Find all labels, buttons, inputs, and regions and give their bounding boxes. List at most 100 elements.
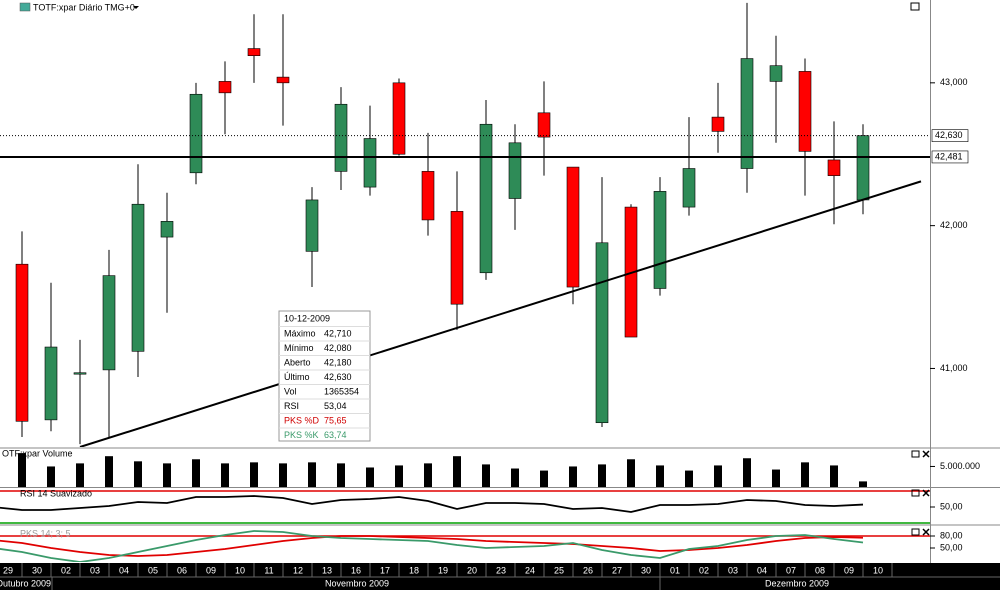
pane-title[interactable]: OTF:xpar Volume	[2, 448, 73, 458]
date-labels: 29 30 02 03 04 05 06 09 10 11 12 13 16 17 18 19 20 23 24 25…	[3, 563, 893, 577]
price-label-box	[931, 129, 969, 142]
volume-bar	[743, 458, 751, 487]
volume-bar	[598, 464, 606, 487]
candle-body	[856, 135, 870, 201]
pane-title[interactable]: RSI 14 Suavizado	[20, 488, 92, 498]
date-label: 08	[815, 565, 825, 575]
pane-title[interactable]: PKS 14; 3; 5	[20, 528, 71, 538]
tooltip-label: PKS %D	[284, 415, 320, 425]
close-button[interactable]	[922, 450, 930, 458]
volume-bar	[714, 465, 722, 487]
indicator-line	[0, 535, 864, 557]
candle-body	[653, 191, 667, 289]
volume-bar	[337, 463, 345, 487]
volume-bar	[192, 459, 200, 487]
date-label: 02	[61, 565, 71, 575]
candle-body	[421, 171, 435, 221]
tooltip-label: RSI	[284, 401, 299, 411]
indicator-line	[0, 495, 864, 513]
volume-bar	[424, 463, 432, 487]
date-label: 01	[670, 565, 680, 575]
close-button[interactable]	[922, 489, 930, 497]
volume-bar	[627, 459, 635, 487]
date-label: 10	[235, 565, 245, 575]
tooltip-value: 53,04	[324, 401, 347, 411]
date-label: 11	[264, 565, 273, 575]
volume-bar	[221, 463, 229, 487]
volume-bar	[105, 456, 113, 487]
date-label: 03	[728, 565, 738, 575]
month-label: Outubro 2009	[0, 578, 51, 588]
trendline	[79, 180, 922, 447]
volume-bar	[366, 467, 374, 487]
y-tick-label: 50,00	[940, 501, 963, 511]
volume-bar	[859, 481, 867, 487]
date-label: 12	[293, 565, 303, 575]
candle-body	[508, 142, 522, 199]
tooltip-value: 75,65	[324, 415, 347, 425]
y-tick-label: 50,00	[940, 542, 963, 552]
maximize-button[interactable]	[911, 450, 920, 458]
candle-body	[392, 82, 406, 155]
candle-body	[44, 346, 58, 421]
tooltip-label: PKS %K	[284, 430, 319, 440]
candle-body	[682, 168, 696, 208]
tooltip-label: Máximo	[284, 328, 316, 338]
close-button[interactable]	[922, 528, 930, 536]
date-label: 26	[583, 565, 593, 575]
volume-bar	[134, 461, 142, 487]
candle-body	[305, 199, 319, 252]
date-label: 04	[757, 565, 767, 575]
date-label: 27	[612, 565, 622, 575]
tooltip-value: 42,180	[324, 357, 352, 367]
title-dropdown[interactable]	[133, 6, 139, 9]
maximize-button[interactable]	[911, 489, 920, 497]
candle-body	[247, 48, 261, 56]
date-label: 24	[525, 565, 535, 575]
date-label: 18	[409, 565, 419, 575]
tooltip-label: Último	[284, 372, 310, 382]
pane	[0, 490, 930, 524]
candle-body	[334, 103, 348, 172]
candle-body	[711, 116, 725, 132]
date-label: 30	[641, 565, 651, 575]
date-label: 20	[467, 565, 477, 575]
candle-body	[827, 159, 841, 176]
candle-body	[769, 65, 783, 82]
date-label: 07	[786, 565, 796, 575]
maximize-button[interactable]	[910, 2, 920, 11]
chart-title[interactable]: TOTF:xpar Diário TMG+0	[33, 2, 135, 12]
date-label: 30	[32, 565, 42, 575]
tooltip-date: 10-12-2009	[284, 313, 330, 323]
tooltip-value: 63,74	[324, 430, 347, 440]
candle-body	[102, 275, 116, 371]
tooltip-value: 42,630	[324, 372, 352, 382]
date-label: 16	[351, 565, 361, 575]
y-tick-label: 41,000	[940, 363, 968, 373]
volume-bar	[830, 465, 838, 487]
volume-bar	[656, 465, 664, 487]
date-label: 02	[699, 565, 709, 575]
maximize-button[interactable]	[911, 528, 920, 536]
candle-body	[798, 71, 812, 152]
price-label-box	[931, 150, 969, 164]
y-tick-label: 5.000.000	[940, 461, 980, 471]
volume-bar	[482, 464, 490, 487]
date-label: 19	[438, 565, 448, 575]
date-label: 06	[177, 565, 187, 575]
y-tick-label: 80,00	[940, 530, 963, 540]
volume-bar	[279, 463, 287, 487]
volume-bar	[453, 456, 461, 487]
y-tick-label: 42,000	[940, 220, 968, 230]
candle-body	[740, 58, 754, 169]
tooltip-value: 1365354	[324, 386, 359, 396]
tooltip: 10-12-2009 Máximo 42,710 Mínimo 42,080 Abert…	[278, 310, 371, 442]
volume-bar	[540, 470, 548, 487]
tooltip-label: Mínimo	[284, 343, 314, 353]
pane	[0, 530, 930, 562]
candle-body	[566, 166, 580, 288]
volume-bar	[801, 462, 809, 487]
candle-body	[15, 263, 29, 422]
date-label: 05	[148, 565, 158, 575]
